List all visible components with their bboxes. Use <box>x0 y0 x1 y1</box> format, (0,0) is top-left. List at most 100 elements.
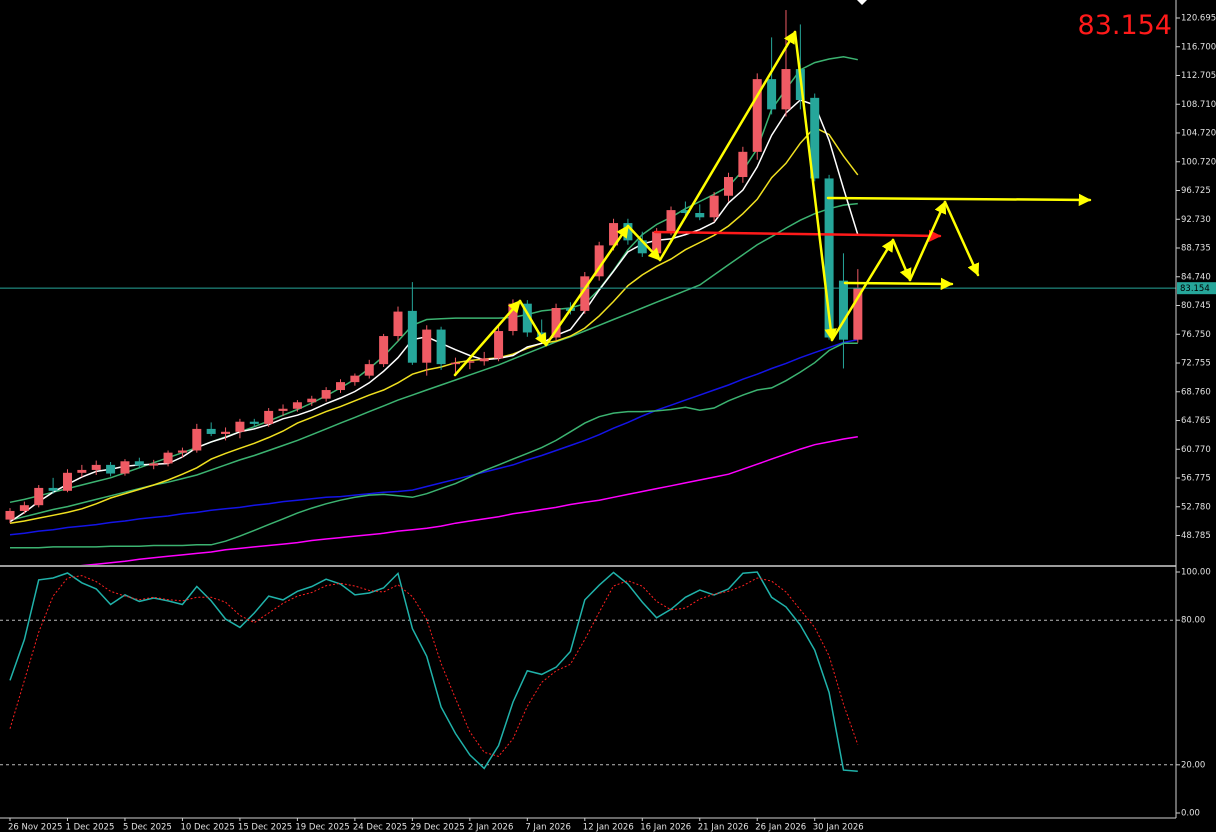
candle-body <box>594 245 604 277</box>
y-tick-label: 88.735 <box>1181 244 1211 254</box>
y-tick-label: 20.00 <box>1181 760 1205 770</box>
candle-body <box>738 151 748 178</box>
candle-body <box>364 364 374 376</box>
candle-body <box>551 307 561 338</box>
yellow-arrow <box>826 193 1092 207</box>
y-tick-label: 64.765 <box>1181 416 1211 426</box>
candle-body <box>479 358 489 362</box>
candle-body <box>149 463 159 466</box>
candle-body <box>192 428 202 451</box>
candle-body <box>838 280 848 340</box>
price-badge <box>1177 282 1216 295</box>
candle-body <box>336 382 346 391</box>
candle-body <box>422 329 432 363</box>
candle-body <box>637 240 647 254</box>
candle-body <box>350 375 360 383</box>
candle-body <box>120 461 130 474</box>
y-tick-label: 68.760 <box>1181 387 1211 397</box>
y-tick-label: 100.720 <box>1181 157 1216 167</box>
candle-body <box>264 410 274 424</box>
price-badge-label: 83.154 <box>1180 284 1210 294</box>
x-tick-label: 1 Dec 2025 <box>65 823 114 832</box>
x-tick-label: 30 Jan 2026 <box>813 823 864 832</box>
x-tick-label: 12 Jan 2026 <box>583 823 634 832</box>
candle-body <box>752 79 762 152</box>
y-tick-label: 80.745 <box>1181 301 1211 311</box>
candle-body <box>91 464 101 470</box>
candle-body <box>508 303 518 332</box>
candle-body <box>393 311 403 337</box>
yellow-arrow <box>830 238 895 342</box>
current-price: 83.154 <box>1078 10 1172 41</box>
candle-body <box>34 487 44 506</box>
y-tick-label: 108.710 <box>1181 100 1216 110</box>
candle-body <box>580 276 590 311</box>
y-tick-label: 48.785 <box>1181 531 1211 541</box>
yellow-arrow <box>793 30 837 342</box>
candle-body <box>379 336 389 365</box>
y-tick-label: 112.705 <box>1181 71 1216 81</box>
candle-body <box>134 461 144 466</box>
candle-body <box>307 398 317 403</box>
candle-body <box>781 69 791 110</box>
x-tick-label: 26 Jan 2026 <box>755 823 806 832</box>
oscillator-plot <box>0 571 1176 773</box>
y-tick-label: 100.00 <box>1181 567 1211 577</box>
yellow-arrow <box>453 299 522 377</box>
indicator-line <box>9 338 858 536</box>
candle-body <box>206 428 216 434</box>
candle-body <box>767 79 777 110</box>
candle-body <box>709 195 719 218</box>
y-tick-label: 60.770 <box>1181 445 1211 455</box>
candle-body <box>163 452 173 464</box>
candle-body <box>5 510 15 520</box>
candle-body <box>292 402 302 409</box>
candle-body <box>853 288 863 340</box>
candle-body <box>48 487 58 491</box>
candle-body <box>235 421 245 432</box>
candle-body <box>436 329 446 365</box>
candle-body <box>522 303 532 333</box>
candle-body <box>680 210 690 213</box>
x-tick-label: 2 Jan 2026 <box>468 823 514 832</box>
x-tick-label: 26 Nov 2025 <box>8 823 62 832</box>
x-tick-label: 21 Jan 2026 <box>698 823 749 832</box>
x-tick-label: 16 Jan 2026 <box>640 823 691 832</box>
candle-body <box>695 212 705 218</box>
indicator-line <box>10 342 858 549</box>
y-tick-label: 116.700 <box>1181 42 1216 52</box>
candle-body <box>465 361 475 363</box>
candle-body <box>724 177 733 196</box>
shift-marker <box>857 0 867 5</box>
y-tick-label: 0.00 <box>1181 809 1200 819</box>
candle-body <box>450 362 460 365</box>
candle-body <box>77 469 87 473</box>
y-tick-label: 104.720 <box>1181 128 1216 138</box>
x-tick-label: 10 Dec 2025 <box>180 823 234 832</box>
yellow-arrow <box>943 200 980 277</box>
candle-body <box>407 310 417 363</box>
candle-body <box>824 178 834 338</box>
y-tick-label: 56.775 <box>1181 474 1211 484</box>
y-tick-label: 76.750 <box>1181 330 1211 340</box>
x-tick-label: 29 Dec 2025 <box>410 823 464 832</box>
candle-body <box>810 97 820 179</box>
candle-body <box>278 408 288 411</box>
yellow-arrow <box>658 30 797 262</box>
indicator-line <box>80 436 858 565</box>
yellow-arrow <box>891 238 912 282</box>
y-tick-label: 96.725 <box>1181 186 1211 196</box>
x-tick-label: 15 Dec 2025 <box>238 823 292 832</box>
candle-body <box>652 231 662 254</box>
candle-body <box>494 331 504 359</box>
yellow-arrow <box>544 224 630 347</box>
candle-body <box>609 223 619 246</box>
candle-body <box>177 450 187 453</box>
x-tick-label: 19 Dec 2025 <box>295 823 349 832</box>
candle-body <box>106 464 116 474</box>
x-tick-label: 24 Dec 2025 <box>353 823 407 832</box>
